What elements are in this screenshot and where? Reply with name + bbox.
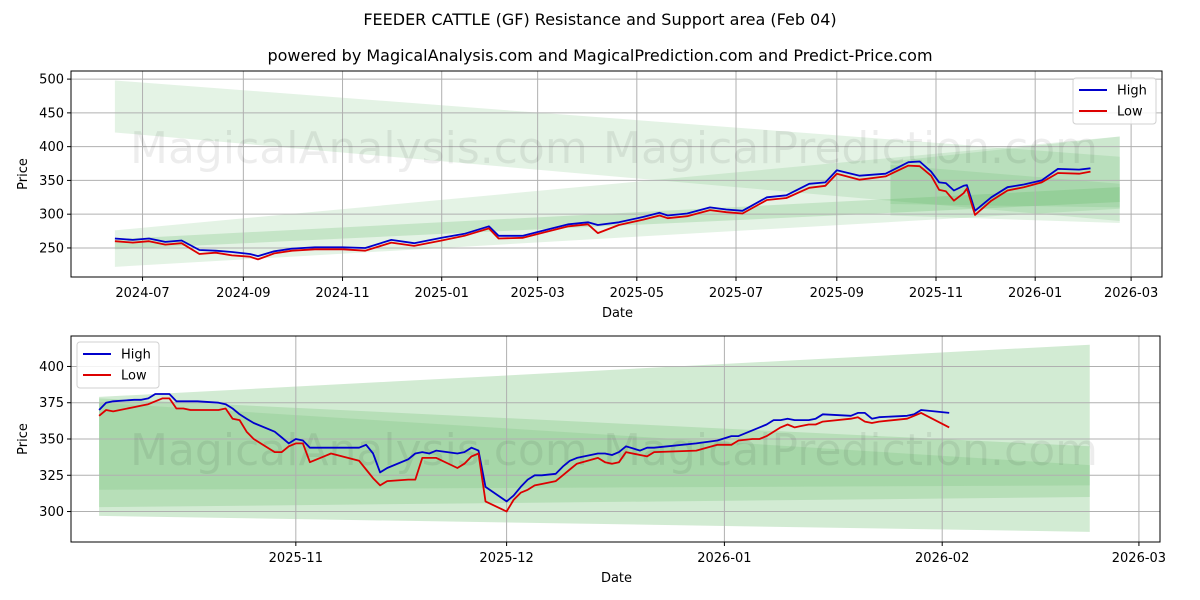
y-tick-label: 300 [39,208,64,223]
watermark: MagicalAnalysis.com MagicalPrediction.com [130,425,1098,476]
y-tick-label: 250 [39,241,64,256]
x-tick-label: 2025-11 [269,551,323,566]
y-tick-label: 500 [39,73,64,88]
legend-label-low: Low [1117,105,1143,120]
x-tick-label: 2025-01 [415,286,469,301]
band-lower-support-outer [114,136,1120,267]
svg-text:MagicalAnalysis.com: MagicalAnalysis.com [130,425,588,476]
y-tick-label: 300 [39,505,64,520]
band-forecast-outer [890,136,1120,223]
y-axis-label: Price [16,423,31,455]
top-chart-axes: MagicalAnalysis.com MagicalPrediction.com… [16,70,1163,321]
band-forecast-inner [890,164,1120,208]
chart-title: FEEDER CATTLE (GF) Resistance and Suppor… [363,10,837,29]
series-high-line [114,160,1091,257]
x-axis-label: Date [602,306,633,321]
plot-area: MagicalAnalysis.com MagicalPrediction.com [71,336,1160,542]
band-upper-resistance [114,80,1120,221]
svg-text:MagicalAnalysis.com: MagicalAnalysis.com [130,123,588,174]
bottom-chart-axes: MagicalAnalysis.com MagicalPrediction.com… [16,335,1166,586]
watermark: MagicalAnalysis.com MagicalPrediction.com [130,123,1098,174]
y-tick-label: 400 [39,360,64,375]
series-high-line [98,393,950,503]
x-tick-label: 2024-09 [216,286,270,301]
x-tick-label: 2024-07 [115,286,169,301]
x-tick-label: 2026-03 [1112,551,1166,566]
series-low-line [114,164,1091,261]
x-tick-label: 2026-01 [697,551,751,566]
x-tick-label: 2026-01 [1008,286,1062,301]
plot-area: MagicalAnalysis.com MagicalPrediction.com [71,71,1162,277]
y-tick-label: 350 [39,174,64,189]
y-axis-label: Price [16,158,31,190]
band-middle-band [99,398,1090,508]
band-lower-support-inner [114,187,1120,250]
series-low-line [98,397,950,513]
band-inner-band [99,402,1090,490]
legend-label-high: High [1117,84,1147,99]
svg-text:MagicalPrediction.com: MagicalPrediction.com [603,123,1098,174]
y-tick-label: 375 [39,396,64,411]
x-tick-label: 2025-03 [510,286,564,301]
x-tick-label: 2025-07 [709,286,763,301]
y-tick-label: 450 [39,106,64,121]
x-tick-label: 2025-05 [610,286,664,301]
x-tick-label: 2024-11 [315,286,369,301]
chart-subtitle: powered by MagicalAnalysis.com and Magic… [267,46,933,65]
x-axis-label: Date [601,571,632,586]
x-tick-label: 2026-02 [915,551,969,566]
x-tick-label: 2025-11 [909,286,963,301]
y-tick-label: 325 [39,469,64,484]
legend: High Low [76,341,160,389]
band-outer-band [99,344,1090,532]
legend-label-low: Low [121,369,147,384]
x-tick-label: 2025-09 [810,286,864,301]
x-tick-label: 2026-03 [1104,286,1158,301]
y-tick-label: 400 [39,140,64,155]
x-tick-label: 2025-12 [479,551,533,566]
axes-frame [70,70,1163,278]
legend: High Low [1072,77,1157,125]
y-tick-label: 350 [39,433,64,448]
legend-label-high: High [121,348,151,363]
